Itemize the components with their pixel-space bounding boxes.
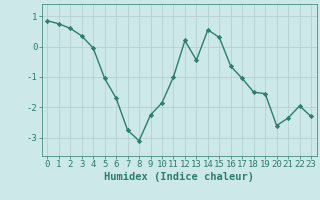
- X-axis label: Humidex (Indice chaleur): Humidex (Indice chaleur): [104, 172, 254, 182]
